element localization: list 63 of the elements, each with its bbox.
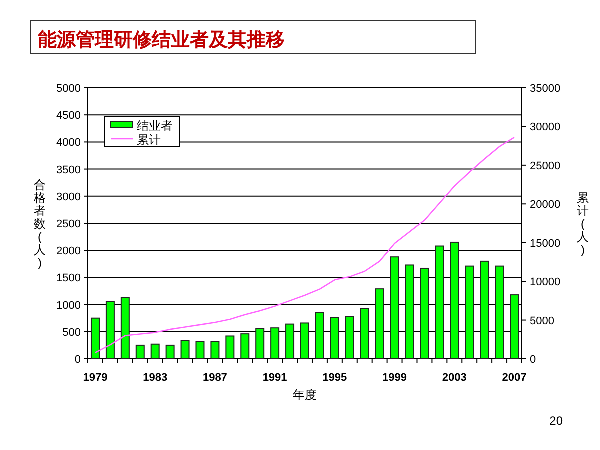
y2-tick-label: 35000 <box>530 83 561 95</box>
bar <box>120 297 130 360</box>
y-tick-label: 4000 <box>56 137 81 150</box>
bar <box>136 344 145 360</box>
bar <box>330 317 340 360</box>
x-tick-label: 1983 <box>143 372 168 384</box>
bar <box>210 341 220 360</box>
bar <box>106 301 115 360</box>
legend-label: 结业者 <box>137 119 173 133</box>
y-tick-label: 2000 <box>56 246 81 258</box>
bar <box>465 266 474 360</box>
bar <box>286 324 295 360</box>
bar <box>180 340 190 360</box>
x-tick-label: 1991 <box>262 372 288 384</box>
y-tick-label: 1500 <box>56 272 81 285</box>
bar <box>196 341 205 360</box>
bar <box>480 260 490 360</box>
chart-title: 能源管理研修结业者及其推移 <box>38 29 285 51</box>
y2-tick-label: 0 <box>530 354 536 366</box>
bar <box>390 256 400 360</box>
bar <box>420 268 430 360</box>
bar <box>90 318 100 360</box>
y2-tick-label: 15000 <box>530 238 561 250</box>
y2-tick-label: 5000 <box>530 315 554 328</box>
bar <box>435 246 444 360</box>
y-tick-label: 3000 <box>56 191 81 204</box>
y2-tick-label: 25000 <box>530 160 561 172</box>
y-axis-title: 合格者数(人) <box>33 178 46 270</box>
y2-tick-label: 30000 <box>530 122 561 134</box>
bar <box>315 312 324 360</box>
y2-axis-title: 累计(人) <box>577 191 589 257</box>
y-tick-label: 500 <box>62 326 81 339</box>
bar <box>510 294 520 360</box>
x-tick-label: 2003 <box>442 372 467 384</box>
x-tick-label: 1979 <box>83 372 108 384</box>
x-tick-label: 2007 <box>502 372 527 384</box>
bar <box>166 344 175 360</box>
x-tick-label: 1999 <box>382 372 408 384</box>
bar <box>300 322 310 360</box>
bar <box>375 288 384 360</box>
x-axis-title: 年度 <box>293 388 317 402</box>
y-tick-label: 1000 <box>56 300 81 312</box>
bar <box>345 316 354 360</box>
bar <box>450 242 460 360</box>
bar <box>360 308 370 360</box>
x-tick-label: 1995 <box>322 372 348 384</box>
y2-tick-label: 10000 <box>530 276 561 289</box>
bar <box>270 328 280 360</box>
text: 20 <box>550 414 564 428</box>
y-tick-label: 5000 <box>56 83 81 95</box>
bar <box>495 266 504 360</box>
bar <box>405 264 414 360</box>
y-tick-label: 2500 <box>56 218 81 230</box>
y-tick-label: 3500 <box>56 164 81 176</box>
y2-tick-label: 20000 <box>530 199 561 212</box>
bar <box>226 336 235 360</box>
legend-label: 累计 <box>137 133 161 147</box>
y-tick-label: 4500 <box>56 110 81 122</box>
y-tick-label: 0 <box>74 354 81 366</box>
bar <box>240 334 250 360</box>
bar <box>256 328 265 360</box>
bar <box>150 344 160 360</box>
x-tick-label: 1987 <box>202 372 228 384</box>
